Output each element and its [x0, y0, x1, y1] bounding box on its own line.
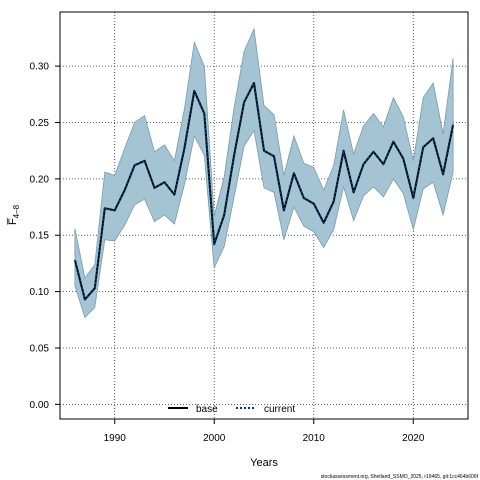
y-tick-label: 0.30 — [30, 62, 50, 73]
y-axis-label-subscript: 4–8 — [12, 204, 21, 218]
y-tick-label: 0.15 — [30, 231, 50, 242]
y-axis-label-main: F̅ — [7, 217, 19, 225]
y-tick-label: 0.05 — [30, 343, 50, 354]
legend-base-label: base — [196, 404, 218, 415]
y-axis: 0.00 0.05 0.10 0.15 0.20 0.25 0.30 — [30, 62, 60, 411]
y-axis-label: F̅4–8 — [7, 204, 21, 225]
series-line-current — [73, 82, 455, 301]
x-tick-label: 2020 — [402, 433, 425, 444]
legend-current-label: current — [264, 404, 295, 415]
x-tick-label: 1990 — [104, 433, 127, 444]
footnote: stockassessment.org, Shetland_SSMO_2025,… — [321, 474, 479, 480]
x-axis: 1990 2000 2010 2020 — [104, 419, 425, 444]
y-tick-label: 0.00 — [30, 400, 50, 411]
y-tick-label: 0.20 — [30, 174, 50, 185]
series-lines — [73, 82, 455, 301]
y-tick-label: 0.25 — [30, 118, 50, 129]
x-tick-label: 2010 — [303, 433, 326, 444]
confidence-band — [74, 27, 454, 319]
y-tick-label: 0.10 — [30, 287, 50, 298]
x-axis-label: Years — [250, 457, 278, 469]
legend: base current — [168, 404, 295, 415]
plot-frame — [59, 11, 469, 420]
x-tick-label: 2000 — [203, 433, 226, 444]
